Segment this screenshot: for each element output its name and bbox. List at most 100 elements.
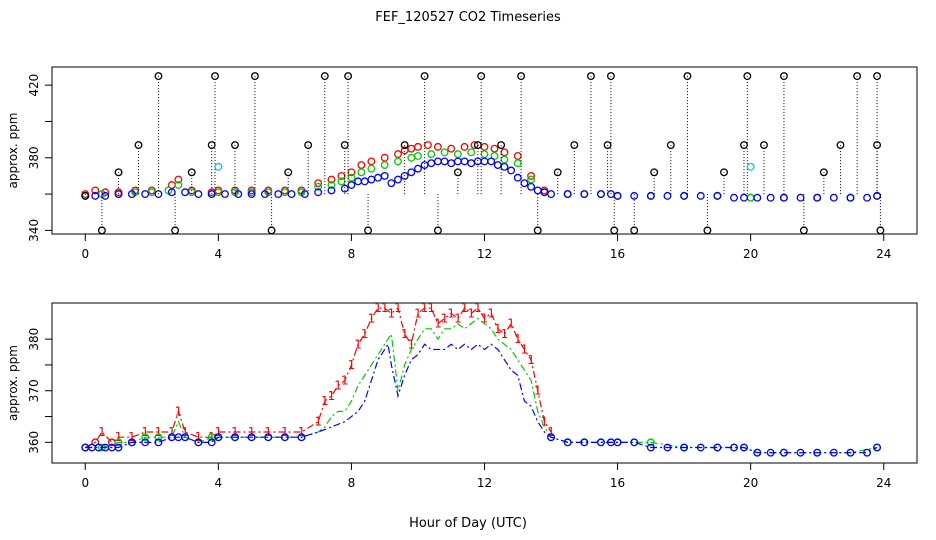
data-point: [447, 159, 456, 168]
x-tick-label: 0: [81, 247, 89, 261]
series-alt: [214, 162, 755, 171]
data-point: [231, 141, 239, 150]
data-point: [420, 161, 429, 169]
data-point: [400, 141, 409, 150]
data-point-label: 1: [421, 301, 429, 315]
data-point: [713, 443, 722, 452]
data-point: [154, 72, 163, 81]
data-point: [387, 179, 396, 188]
data-point: [440, 157, 449, 166]
data-point: [394, 175, 402, 184]
data-point: [646, 191, 655, 200]
data-point: [473, 141, 482, 150]
data-point: [853, 72, 862, 81]
data-point: [374, 173, 382, 182]
data-point: [779, 193, 788, 202]
data-point: [181, 188, 190, 197]
data-point: [753, 448, 762, 457]
series-3: [81, 157, 882, 202]
y-axis-label: approx. ppm: [6, 345, 20, 421]
data-point: [703, 226, 712, 235]
data-point: [347, 173, 356, 182]
data-point: [876, 226, 885, 235]
data-point: [141, 438, 150, 447]
data-point: [440, 148, 449, 157]
data-point: [171, 226, 180, 235]
y-tick-label: 380: [27, 328, 41, 351]
data-point: [314, 179, 323, 188]
data-point: [813, 193, 822, 202]
data-point-label: 1: [481, 311, 489, 325]
data-point-label: 1: [461, 301, 469, 315]
data-point: [730, 193, 738, 202]
data-point: [340, 184, 349, 193]
data-point: [746, 162, 755, 171]
x-tick-label: 12: [477, 247, 492, 261]
x-tick-label: 16: [610, 476, 625, 490]
data-point: [394, 157, 402, 166]
data-point: [453, 150, 462, 159]
data-point: [813, 448, 822, 457]
data-point: [873, 443, 882, 452]
y-tick-label: 420: [27, 74, 41, 97]
data-point: [846, 448, 855, 457]
data-point: [297, 433, 306, 442]
y-tick-label: 370: [27, 379, 41, 402]
data-point: [414, 151, 422, 160]
data-point: [587, 72, 595, 81]
data-point: [360, 177, 369, 186]
data-point: [696, 191, 705, 200]
data-point: [680, 191, 689, 200]
data-point: [863, 448, 872, 457]
x-tick-label: 4: [215, 247, 223, 261]
data-point: [187, 168, 196, 177]
data-point: [354, 177, 363, 186]
data-point: [304, 141, 313, 150]
data-point: [500, 148, 509, 157]
data-point: [97, 226, 106, 235]
data-point: [547, 433, 555, 442]
data-point: [447, 144, 456, 153]
data-point: [663, 191, 672, 200]
data-point-label: 1: [454, 311, 462, 325]
data-point-label: 1: [348, 358, 356, 372]
data-point: [580, 438, 589, 447]
data-point: [194, 190, 203, 199]
data-point: [613, 438, 622, 447]
data-point-label: 1: [534, 384, 542, 398]
data-point-label: 1: [434, 317, 442, 331]
data-point-label: 1: [494, 322, 502, 336]
series-flagged: [81, 72, 885, 235]
data-point-label: 1: [401, 327, 409, 341]
data-point: [453, 168, 462, 177]
data-point-label: 1: [547, 425, 555, 439]
data-point-label: 1: [447, 306, 455, 320]
data-point: [740, 141, 748, 150]
data-point: [327, 186, 336, 195]
x-tick-label: 16: [610, 247, 625, 261]
data-point: [490, 151, 499, 160]
data-point-label: 1: [368, 311, 376, 325]
data-point: [207, 438, 216, 447]
x-tick-label: 20: [743, 476, 758, 490]
data-point: [819, 168, 828, 177]
data-point: [533, 186, 542, 195]
data-point: [250, 72, 259, 81]
data-point: [141, 433, 150, 442]
data-point-label: 1: [231, 425, 239, 439]
data-point: [364, 226, 373, 235]
data-point: [380, 161, 389, 169]
data-point-label: 1: [441, 311, 449, 325]
data-point: [613, 191, 622, 200]
data-point: [314, 188, 323, 197]
data-point-label: 1: [361, 327, 369, 341]
data-point-label: 1: [175, 404, 183, 418]
data-point: [646, 443, 655, 452]
data-point-label: 1: [427, 301, 435, 315]
data-point: [766, 448, 775, 457]
data-point: [280, 433, 289, 442]
data-point: [527, 175, 536, 184]
data-point: [527, 182, 536, 191]
x-tick-label: 8: [348, 247, 356, 261]
